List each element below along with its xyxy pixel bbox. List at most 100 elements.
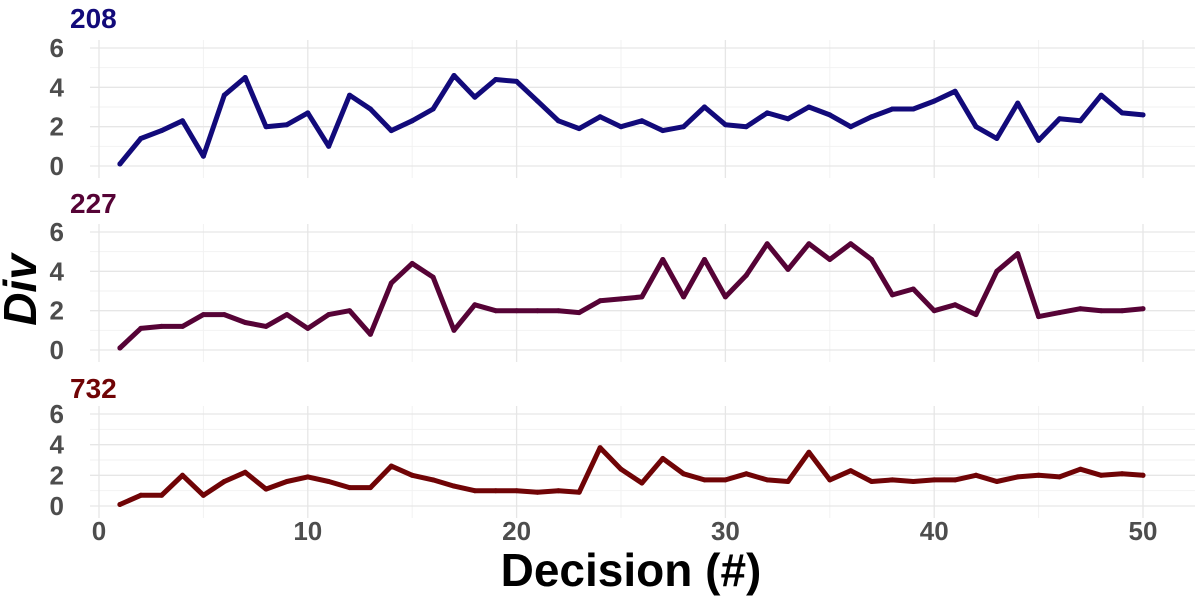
x-tick-label: 50 xyxy=(1129,516,1158,546)
data-point xyxy=(221,92,227,98)
data-point xyxy=(681,294,687,300)
data-point xyxy=(326,479,332,484)
data-point xyxy=(535,98,540,104)
data-point xyxy=(284,312,290,318)
data-point xyxy=(514,308,520,314)
y-tick-label: 0 xyxy=(50,151,64,181)
data-point xyxy=(117,161,123,167)
data-point xyxy=(1015,100,1021,106)
data-point xyxy=(409,472,415,478)
data-point xyxy=(221,479,227,484)
data-point xyxy=(1098,92,1104,98)
data-point xyxy=(910,286,916,292)
x-axis: 0 10 20 30 40 50 xyxy=(92,516,1158,546)
data-point xyxy=(535,308,540,314)
data-point xyxy=(1098,472,1104,478)
y-tick-label: 2 xyxy=(50,112,64,142)
data-point xyxy=(952,302,958,308)
data-point xyxy=(952,88,958,94)
data-point xyxy=(117,502,123,507)
data-point xyxy=(388,128,394,134)
data-point xyxy=(326,143,332,149)
data-point xyxy=(931,308,937,314)
data-point xyxy=(660,128,666,134)
data-point xyxy=(848,124,854,130)
data-point xyxy=(263,323,269,329)
data-point xyxy=(576,310,582,316)
data-point xyxy=(451,327,457,333)
data-point xyxy=(681,471,687,477)
data-point xyxy=(117,345,123,351)
data-point xyxy=(722,477,728,483)
y-tick-label: 2 xyxy=(50,460,64,490)
data-point xyxy=(764,477,770,483)
data-point xyxy=(493,77,499,82)
data-point xyxy=(1119,471,1125,477)
data-point xyxy=(910,479,916,484)
data-point xyxy=(827,112,833,118)
data-point xyxy=(806,241,812,247)
data-point xyxy=(1057,310,1062,316)
data-point xyxy=(597,114,603,120)
data-point xyxy=(848,241,854,247)
data-point xyxy=(409,118,415,124)
data-point xyxy=(722,122,728,128)
data-point xyxy=(493,308,499,314)
data-point xyxy=(618,466,624,472)
data-point xyxy=(347,92,353,98)
y-tick-label: 6 xyxy=(50,399,64,429)
data-point xyxy=(242,320,248,325)
data-point xyxy=(138,325,144,331)
data-point xyxy=(1036,472,1042,478)
data-point xyxy=(535,489,540,495)
data-point xyxy=(472,302,478,308)
data-point xyxy=(618,124,624,130)
data-point xyxy=(702,257,707,262)
data-point xyxy=(221,312,227,318)
data-point xyxy=(180,472,185,478)
data-point xyxy=(1077,306,1083,312)
y-tick-label: 4 xyxy=(50,256,65,286)
data-point xyxy=(722,294,728,300)
data-point xyxy=(952,477,958,483)
data-point xyxy=(994,136,1000,141)
x-tick-label: 0 xyxy=(92,516,106,546)
data-point xyxy=(555,118,561,124)
data-point xyxy=(1036,137,1042,143)
data-point xyxy=(618,296,624,302)
data-point xyxy=(242,75,248,80)
data-point xyxy=(1140,112,1146,118)
data-point xyxy=(493,488,499,494)
data-point xyxy=(806,449,812,455)
data-point xyxy=(347,308,353,314)
data-point xyxy=(1140,306,1146,312)
data-point xyxy=(994,479,1000,484)
x-tick-label: 40 xyxy=(920,516,949,546)
data-point xyxy=(869,257,875,262)
data-point xyxy=(159,128,165,134)
data-point xyxy=(806,104,812,110)
data-point xyxy=(472,488,478,494)
data-point xyxy=(555,488,561,494)
y-tick-label: 0 xyxy=(50,491,64,521)
data-point xyxy=(263,124,269,130)
data-point xyxy=(514,488,520,494)
data-point xyxy=(764,241,770,247)
data-point xyxy=(1057,474,1062,480)
data-point xyxy=(702,477,707,483)
data-point xyxy=(973,124,979,130)
x-tick-label: 30 xyxy=(711,516,740,546)
data-point xyxy=(451,73,457,78)
data-point xyxy=(1098,308,1104,314)
data-point xyxy=(639,480,645,486)
data-point xyxy=(388,280,394,286)
data-point xyxy=(1077,118,1083,124)
data-point xyxy=(639,294,645,300)
data-point xyxy=(973,472,979,478)
x-axis-title: Decision (#) xyxy=(501,544,762,596)
data-point xyxy=(305,474,311,480)
data-point xyxy=(994,268,1000,274)
